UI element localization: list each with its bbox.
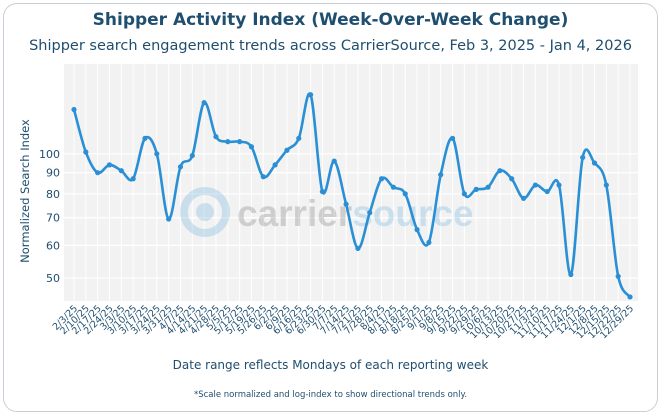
data-point [485, 184, 491, 190]
watermark-text: carriersource [237, 193, 474, 234]
y-tick-label: 100 [39, 148, 60, 161]
y-tick-label: 60 [46, 239, 60, 252]
data-point [189, 152, 195, 159]
data-point [449, 135, 456, 141]
data-point [177, 164, 184, 170]
footnote: *Scale normalized and log-index to show … [193, 390, 468, 400]
data-point [426, 239, 432, 246]
data-point [378, 176, 385, 182]
data-point [331, 158, 337, 164]
data-point [556, 182, 562, 188]
data-point [71, 106, 77, 113]
data-point [438, 172, 444, 178]
data-point [213, 134, 219, 140]
data-point [497, 168, 503, 174]
data-point [106, 162, 113, 168]
data-point [296, 135, 302, 141]
data-point [568, 271, 574, 278]
data-point [248, 144, 255, 150]
chart-subtitle: Shipper search engagement trends across … [29, 38, 632, 54]
data-point [166, 216, 172, 222]
y-axis: 50 60 70 80 90 100 [39, 148, 60, 285]
y-axis-label: Normalized Search Index [18, 119, 32, 263]
data-point [390, 184, 397, 190]
data-point [473, 186, 479, 192]
data-point [260, 174, 266, 180]
chart-title: Shipper Activity Index (Week-Over-Week C… [92, 10, 569, 30]
watermark-ring-inner [196, 203, 214, 221]
x-axis: 2/3/252/10/252/17/252/24/253/3/253/10/25… [51, 303, 636, 341]
watermark-ring-outer [180, 187, 230, 237]
data-point [532, 182, 538, 188]
data-point [272, 162, 278, 168]
y-tick-label: 80 [46, 188, 60, 201]
data-point [118, 168, 124, 174]
grid-lines [64, 64, 638, 301]
data-point [591, 160, 598, 166]
y-tick-label: 70 [46, 212, 60, 225]
data-point [319, 188, 326, 195]
data-point [414, 227, 420, 233]
data-point [307, 92, 314, 98]
y-tick-label: 50 [46, 272, 60, 285]
data-point [615, 273, 621, 279]
data-point [225, 139, 231, 145]
data-point [154, 151, 160, 157]
x-axis-label: Date range reflects Mondays of each repo… [172, 358, 489, 372]
data-point [544, 188, 550, 195]
data-point [509, 176, 515, 182]
data-point [461, 191, 467, 197]
data-point [520, 195, 527, 201]
data-point [367, 210, 373, 216]
data-point [142, 135, 148, 141]
data-point [284, 147, 290, 153]
data-point [355, 245, 361, 252]
plot-area [64, 64, 638, 301]
data-point [580, 154, 586, 161]
data-point [603, 182, 609, 188]
y-tick-label: 90 [46, 167, 60, 180]
data-point [201, 100, 207, 106]
data-points [71, 92, 633, 300]
data-point [130, 176, 136, 182]
data-point [237, 139, 243, 145]
data-point [343, 201, 349, 207]
data-point [402, 191, 408, 197]
data-point [95, 170, 101, 176]
data-point [83, 149, 89, 155]
data-point [627, 294, 633, 300]
